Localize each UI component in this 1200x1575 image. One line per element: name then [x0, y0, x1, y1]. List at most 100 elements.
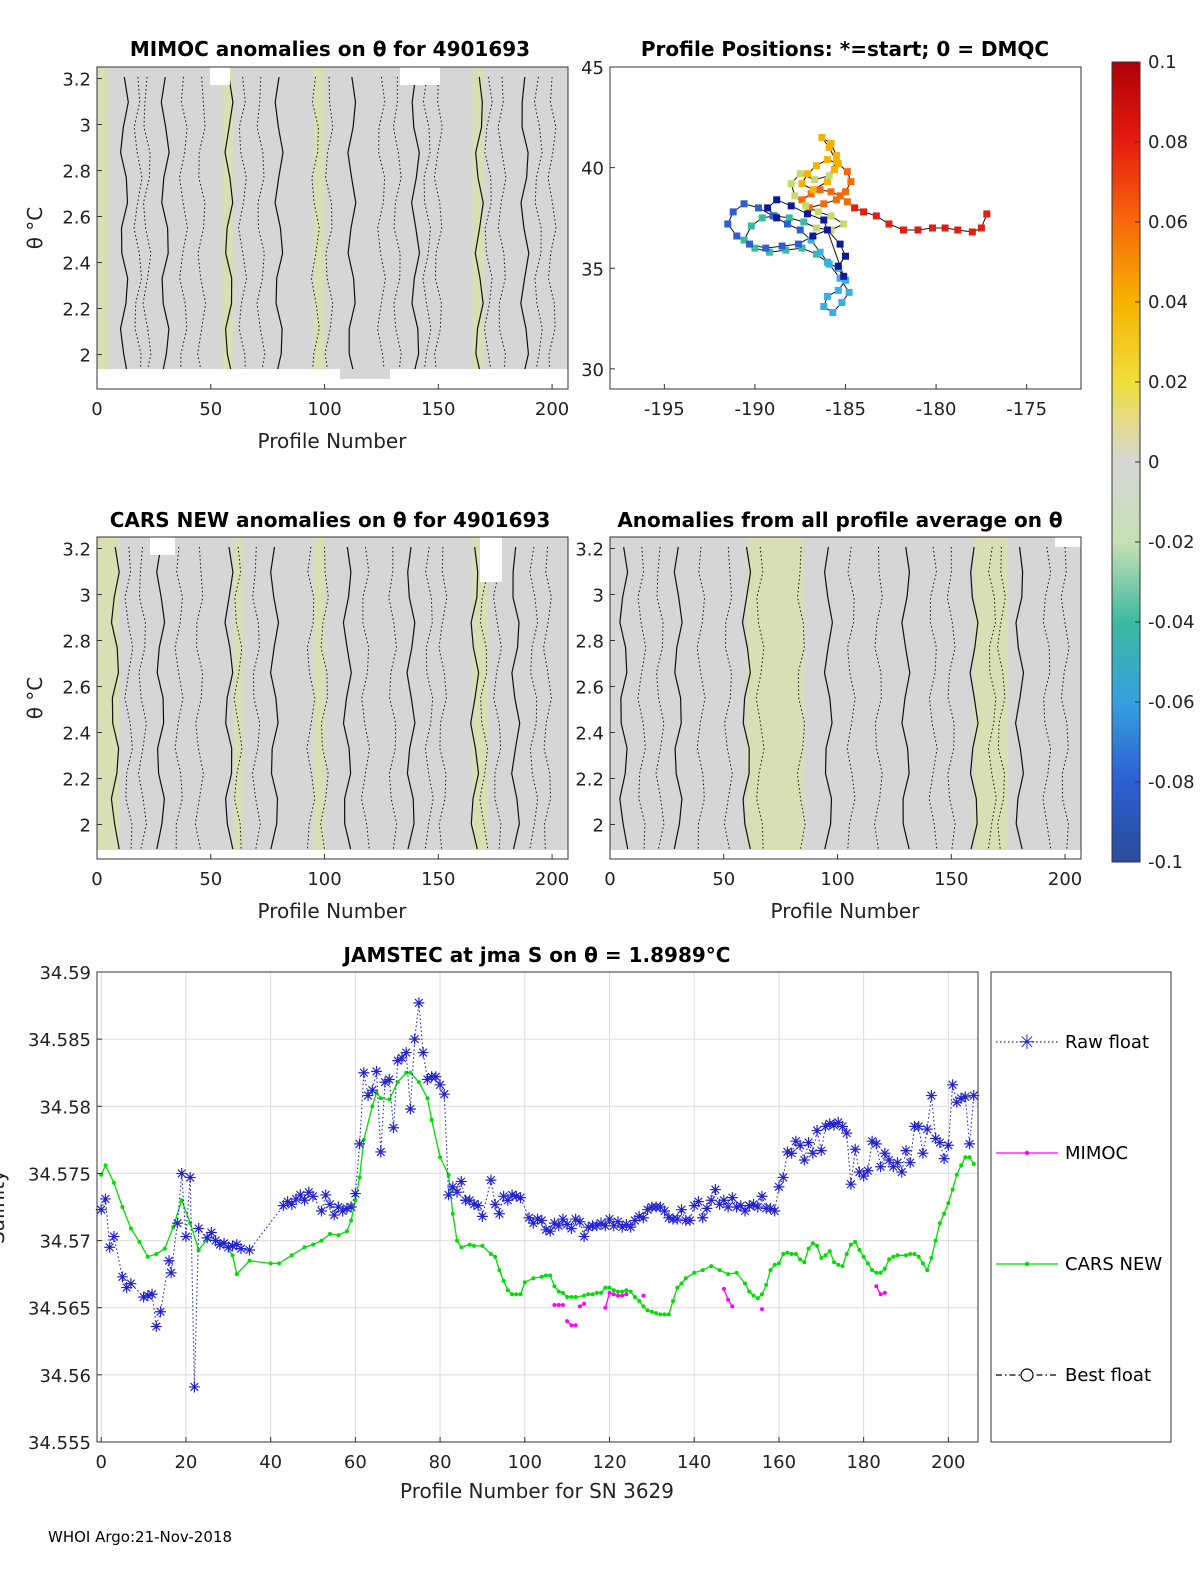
raw-float-point — [743, 1200, 755, 1212]
profile-position-marker — [747, 222, 755, 230]
profile-position-marker — [832, 152, 840, 159]
cars-new-point — [853, 1239, 858, 1244]
profile-position-marker — [823, 226, 831, 234]
raw-float-point — [413, 997, 425, 1009]
raw-float-point — [748, 1198, 760, 1210]
contour-line-negative — [928, 546, 938, 850]
raw-float-point — [99, 1193, 111, 1205]
profile-position-marker — [809, 232, 817, 240]
cars-title: CARS NEW anomalies on θ for 4901693 — [110, 508, 551, 532]
contour-line-negative — [637, 546, 647, 850]
avg-xlabel: Profile Number — [771, 899, 921, 923]
cars-new-point — [120, 1205, 125, 1209]
colorbar-tick-label: -0.02 — [1148, 532, 1195, 553]
salinity-axes — [96, 971, 979, 1443]
raw-float-point — [629, 1214, 641, 1226]
contour-line-negative — [178, 76, 189, 380]
raw-float-point — [447, 1181, 459, 1193]
x-tick-label: 80 — [429, 1452, 452, 1473]
profile-position-marker — [811, 176, 819, 184]
cars-new-point — [823, 1253, 828, 1258]
cars-new-point — [802, 1260, 807, 1265]
y-tick-label: 34.565 — [28, 1299, 91, 1320]
profile-position-marker — [746, 240, 753, 248]
y-tick-label: 34.59 — [39, 963, 91, 984]
y-tick-label: 2.6 — [575, 678, 604, 699]
contour-line-positive — [406, 546, 416, 850]
raw-float-point — [544, 1225, 556, 1237]
raw-float-point — [366, 1084, 378, 1096]
mimoc-ylabel: θ °C — [23, 207, 47, 250]
x-tick-label: 160 — [762, 1452, 796, 1473]
mimoc-point — [620, 1293, 625, 1298]
contour-line-negative — [996, 546, 1006, 850]
cars-new-point — [793, 1252, 798, 1256]
raw-float-point — [803, 1137, 815, 1149]
profile-position-marker — [827, 212, 835, 220]
cars-new-point — [649, 1309, 654, 1314]
cars-new-point — [806, 1246, 811, 1251]
contour-line-negative — [124, 546, 134, 850]
raw-float-point — [515, 1192, 527, 1204]
contour-line-positive — [410, 76, 421, 380]
cars-new-point — [586, 1292, 591, 1297]
cars-warm-bands — [97, 537, 489, 859]
profile-position-marker — [778, 242, 786, 250]
mimoc-gap-bottom — [97, 369, 568, 389]
cars-new-point — [548, 1273, 553, 1278]
cars-new-point — [408, 1070, 413, 1075]
avg-title: Anomalies from all profile average on θ — [617, 508, 1062, 532]
raw-float-point — [574, 1216, 586, 1228]
profile-position-marker — [751, 244, 759, 252]
raw-float-point — [387, 1122, 399, 1134]
cars-new-point — [552, 1284, 557, 1289]
cars-new-point — [950, 1187, 955, 1192]
raw-float-point — [303, 1186, 315, 1198]
cars-new-point — [666, 1312, 671, 1317]
profile-position-marker — [929, 224, 936, 232]
raw-float-point — [430, 1071, 442, 1083]
profile-position-marker — [825, 260, 833, 268]
contour-line-positive — [520, 76, 530, 380]
y-tick-label: 3.2 — [62, 70, 91, 91]
profile-position-marker — [872, 212, 880, 220]
profile-position-marker — [836, 240, 844, 248]
y-tick-label: 3 — [80, 116, 91, 137]
cars-new-point — [137, 1239, 142, 1244]
legend-raw-marker: ✳ — [1019, 1030, 1036, 1054]
profile-position-marker — [845, 288, 853, 296]
cars-new-point — [857, 1248, 862, 1252]
cars-new-point — [874, 1270, 879, 1275]
mimoc-point — [611, 1292, 616, 1297]
x-tick-label: -190 — [734, 399, 775, 420]
y-tick-label: 34.57 — [39, 1232, 91, 1253]
raw-float-point — [836, 1120, 848, 1132]
profile-position-marker — [842, 276, 849, 284]
mimoc-point — [556, 1303, 561, 1307]
avg-contours — [619, 546, 1070, 850]
raw-float-point — [731, 1201, 743, 1213]
cars-new-point — [743, 1281, 747, 1286]
contour-line-positive — [224, 76, 234, 380]
cars-new-point — [865, 1261, 870, 1266]
profile-position-marker — [968, 228, 976, 236]
cars-new-point — [103, 1163, 108, 1168]
cars-new-point — [827, 1249, 832, 1254]
raw-float-point — [604, 1213, 616, 1225]
contour-line-positive — [823, 546, 834, 850]
raw-float-point — [676, 1204, 688, 1216]
warm-anomaly-band — [97, 67, 109, 389]
cars-new-point — [289, 1253, 294, 1258]
legend-cars-marker — [1024, 1261, 1030, 1267]
profile-position-marker — [914, 226, 922, 234]
raw-float-point — [379, 1076, 391, 1088]
x-tick-label: 120 — [592, 1452, 626, 1473]
x-tick-label: -175 — [1006, 399, 1047, 420]
cars-new-point — [556, 1289, 561, 1294]
raw-float-point — [557, 1213, 569, 1225]
positions-track — [724, 133, 991, 316]
mimoc-point — [760, 1307, 764, 1312]
raw-float-point — [392, 1055, 404, 1067]
raw-float-point — [125, 1278, 137, 1290]
raw-float-point — [959, 1091, 971, 1103]
